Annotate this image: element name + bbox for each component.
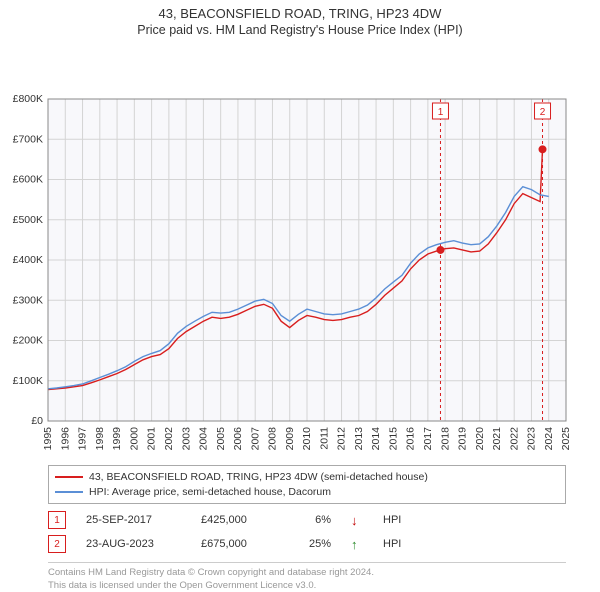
footer-attribution: Contains HM Land Registry data © Crown c… (48, 562, 566, 592)
svg-text:1999: 1999 (111, 427, 123, 451)
legend-label: 43, BEACONSFIELD ROAD, TRING, HP23 4DW (… (89, 470, 428, 485)
svg-text:£400K: £400K (13, 254, 43, 266)
svg-text:£500K: £500K (13, 214, 43, 226)
chart-title-sub: Price paid vs. HM Land Registry's House … (0, 21, 600, 41)
svg-text:2022: 2022 (508, 427, 520, 451)
sale-marker-badge: 1 (48, 511, 66, 529)
svg-text:£0: £0 (31, 415, 43, 427)
svg-text:2014: 2014 (370, 427, 382, 451)
sale-date: 23-AUG-2023 (86, 538, 181, 550)
footer-line1: Contains HM Land Registry data © Crown c… (48, 567, 566, 579)
sales-table: 1 25-SEP-2017 £425,000 6% ↓ HPI 2 23-AUG-2023 £6… (48, 508, 566, 556)
svg-text:2018: 2018 (439, 427, 451, 451)
svg-text:2003: 2003 (180, 427, 192, 451)
sale-marker-badge: 2 (48, 535, 66, 553)
sale-hpi-label: HPI (383, 514, 413, 526)
svg-text:1996: 1996 (59, 427, 71, 451)
svg-text:1998: 1998 (94, 427, 106, 451)
svg-text:2: 2 (540, 107, 546, 118)
svg-text:2004: 2004 (198, 427, 210, 451)
svg-text:2010: 2010 (301, 427, 313, 451)
svg-text:2024: 2024 (543, 427, 555, 451)
svg-text:£700K: £700K (13, 133, 43, 145)
svg-text:2015: 2015 (387, 427, 399, 451)
svg-text:2006: 2006 (232, 427, 244, 451)
svg-text:2005: 2005 (215, 427, 227, 451)
sale-price: £675,000 (201, 538, 271, 550)
svg-text:1997: 1997 (77, 427, 89, 451)
sale-row: 2 23-AUG-2023 £675,000 25% ↑ HPI (48, 532, 566, 556)
svg-text:2008: 2008 (267, 427, 279, 451)
svg-text:2023: 2023 (526, 427, 538, 451)
svg-text:2016: 2016 (405, 427, 417, 451)
svg-text:£800K: £800K (13, 93, 43, 105)
sale-pct: 6% (291, 514, 331, 526)
sale-arrow-icon: ↓ (351, 513, 363, 528)
svg-text:2021: 2021 (491, 427, 503, 451)
svg-text:£300K: £300K (13, 294, 43, 306)
legend-swatch (55, 491, 83, 493)
svg-text:1995: 1995 (42, 427, 54, 451)
legend: 43, BEACONSFIELD ROAD, TRING, HP23 4DW (… (48, 465, 566, 504)
svg-text:£600K: £600K (13, 174, 43, 186)
sale-hpi-label: HPI (383, 538, 413, 550)
footer-line2: This data is licensed under the Open Gov… (48, 580, 566, 592)
chart-area: £0 £100K £200K £300K £400K £500K £600K £700K £80… (0, 41, 600, 459)
chart-svg: £0 £100K £200K £300K £400K £500K £600K £700K £80… (0, 41, 600, 459)
chart-title-address: 43, BEACONSFIELD ROAD, TRING, HP23 4DW (0, 0, 600, 21)
svg-text:2017: 2017 (422, 427, 434, 451)
svg-text:2012: 2012 (336, 427, 348, 451)
sale-pct: 25% (291, 538, 331, 550)
svg-text:2025: 2025 (560, 427, 572, 451)
legend-label: HPI: Average price, semi-detached house,… (89, 485, 331, 500)
sale-arrow-icon: ↑ (351, 537, 363, 552)
svg-text:2000: 2000 (128, 427, 140, 451)
svg-text:£200K: £200K (13, 335, 43, 347)
legend-swatch (55, 476, 83, 478)
svg-text:2013: 2013 (353, 427, 365, 451)
svg-text:1: 1 (438, 107, 444, 118)
svg-text:£100K: £100K (13, 375, 43, 387)
sale-price: £425,000 (201, 514, 271, 526)
svg-text:2019: 2019 (457, 427, 469, 451)
svg-text:2011: 2011 (318, 427, 330, 450)
sale-date: 25-SEP-2017 (86, 514, 181, 526)
svg-text:2007: 2007 (249, 427, 261, 451)
svg-text:2020: 2020 (474, 427, 486, 451)
svg-text:2001: 2001 (146, 427, 158, 451)
svg-text:2009: 2009 (284, 427, 296, 451)
legend-item: HPI: Average price, semi-detached house,… (55, 485, 559, 500)
legend-item: 43, BEACONSFIELD ROAD, TRING, HP23 4DW (… (55, 470, 559, 485)
svg-text:2002: 2002 (163, 427, 175, 451)
sale-row: 1 25-SEP-2017 £425,000 6% ↓ HPI (48, 508, 566, 532)
